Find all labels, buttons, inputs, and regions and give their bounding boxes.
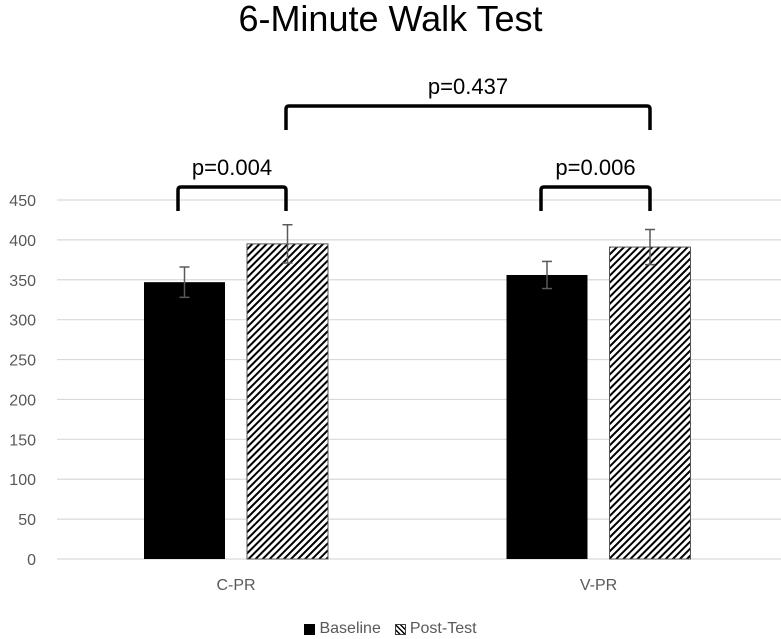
x-tick-label: C-PR [216,577,255,594]
y-tick-label: 400 [9,233,36,250]
bar-post-test-v-pr [609,246,691,560]
bracket-vpr-label: p=0.006 [555,155,635,180]
bar-post-test-c-pr [246,243,329,560]
y-tick-label: 250 [9,353,36,370]
baseline-swatch-icon [304,623,316,635]
y-axis-ticks: 0 50 100 150 200 250 300 350 400 450 [9,193,36,569]
y-tick-label: 0 [27,552,36,569]
y-tick-label: 200 [9,392,36,409]
post-test-swatch-icon [394,623,406,635]
bar-baseline-c-pr [144,282,225,559]
bracket-between-groups-label: p=0.437 [428,74,508,99]
legend-item-post-test: Post-Test [394,620,477,638]
chart-title: 6-Minute Walk Test [238,0,543,39]
legend: Baseline Post-Test [0,620,781,638]
x-tick-label: V-PR [580,577,617,594]
legend-item-baseline: Baseline [304,620,381,638]
y-tick-label: 100 [9,472,36,489]
bar-baseline-v-pr [506,274,588,559]
significance-brackets: p=0.004 p=0.006 p=0.437 [176,74,652,211]
legend-label-baseline: Baseline [319,620,381,637]
bars [144,243,691,560]
y-tick-label: 350 [9,273,36,290]
bracket-vpr [539,185,652,211]
x-axis-ticks: C-PR V-PR [216,577,617,594]
y-tick-label: 300 [9,313,36,330]
y-tick-label: 150 [9,432,36,449]
error-bars [179,223,655,299]
legend-label-post-test: Post-Test [409,620,477,637]
bracket-cpr-label: p=0.004 [192,155,272,180]
y-tick-label: 50 [18,512,36,529]
y-tick-label: 450 [9,193,36,210]
bracket-cpr [176,185,288,211]
bracket-between-groups [284,104,652,130]
